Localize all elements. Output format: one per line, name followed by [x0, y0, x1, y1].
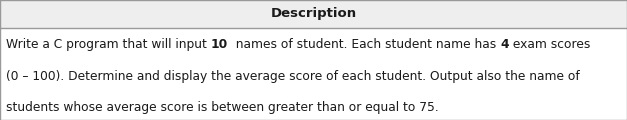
Text: 4: 4 [500, 38, 509, 51]
Text: 10: 10 [211, 38, 228, 51]
Text: Write a C program that will input: Write a C program that will input [6, 38, 211, 51]
Bar [0, 0, 627, 28]
Text: names of student. Each student name has: names of student. Each student name has [228, 38, 500, 51]
Text: exam scores: exam scores [509, 38, 590, 51]
Text: (0 – 100). Determine and display the average score of each student. Output also : (0 – 100). Determine and display the ave… [6, 70, 580, 83]
Text: students whose average score is between greater than or equal to 75.: students whose average score is between … [6, 101, 439, 114]
Text: Description: Description [270, 7, 357, 20]
